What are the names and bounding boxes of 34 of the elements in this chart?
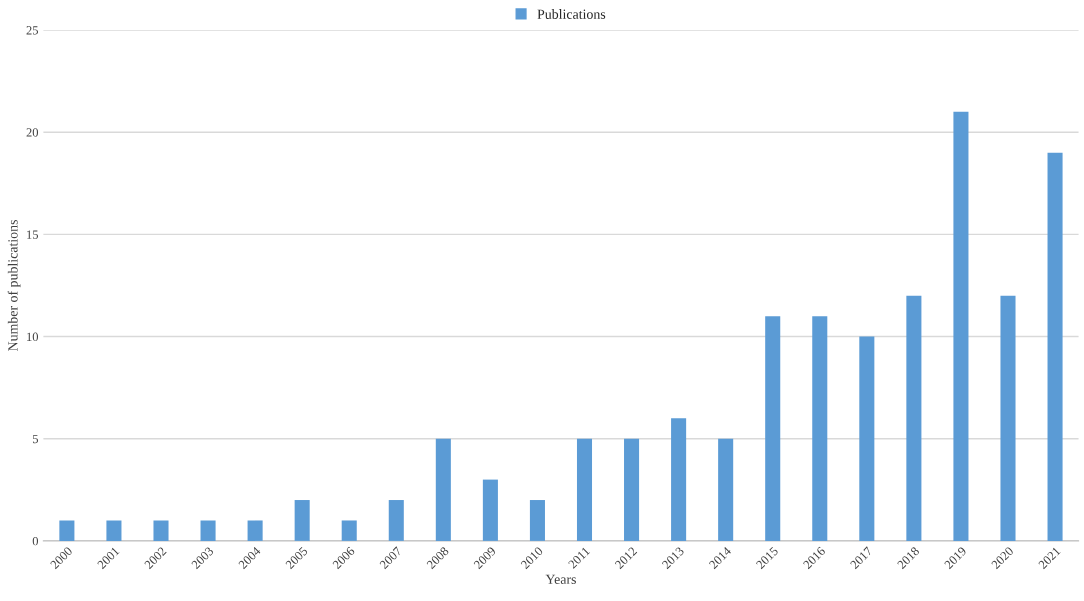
y-tick-label: 15 <box>27 230 39 239</box>
bar <box>153 520 169 541</box>
bar <box>671 418 687 541</box>
x-tick-label: 2021 <box>1038 546 1061 570</box>
bar <box>529 500 545 541</box>
y-tick-label: 10 <box>27 332 39 342</box>
x-tick-label: 2011 <box>567 546 591 569</box>
legend-label: Publications <box>537 9 606 19</box>
bar <box>106 520 122 541</box>
y-axis-title: Number of publications <box>7 220 21 352</box>
bar <box>812 316 828 541</box>
y-tick-label: 0 <box>32 536 39 546</box>
bar <box>435 438 451 541</box>
bar <box>953 111 969 541</box>
bar <box>906 295 922 541</box>
bar <box>1047 152 1063 541</box>
y-tick-label: 20 <box>26 128 39 137</box>
bar <box>576 438 593 541</box>
bar <box>341 520 357 541</box>
y-tick-label: 5 <box>32 434 39 444</box>
bar <box>482 479 498 541</box>
bar <box>247 520 263 541</box>
y-tick-label: 25 <box>26 26 39 35</box>
x-axis-title: Years <box>545 574 576 585</box>
bar <box>59 520 75 541</box>
bar <box>765 316 781 541</box>
bar <box>200 520 216 541</box>
bar <box>718 438 734 541</box>
bar <box>859 336 875 541</box>
bar <box>1000 295 1016 541</box>
bar <box>388 500 404 541</box>
bar <box>294 500 310 541</box>
bar <box>624 438 640 541</box>
x-tick-label: 2001 <box>96 546 120 570</box>
